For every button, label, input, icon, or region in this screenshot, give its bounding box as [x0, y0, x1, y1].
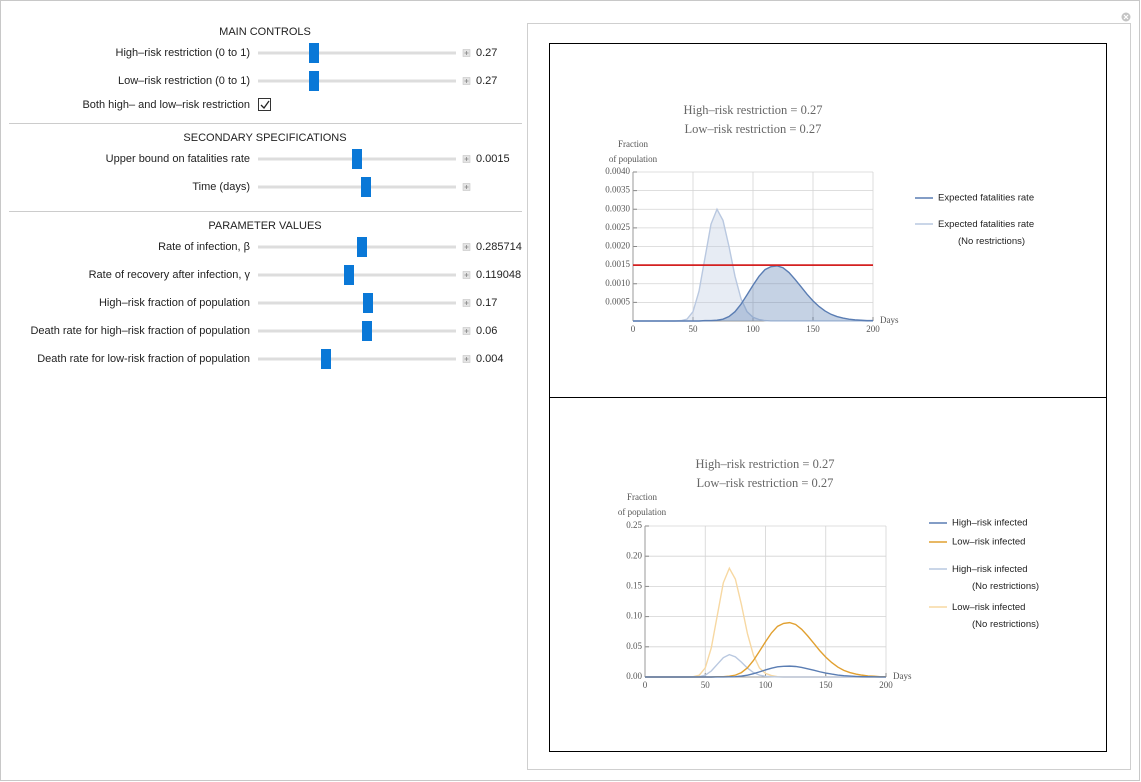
slider-thumb[interactable]	[309, 43, 319, 63]
x-tick-label: 200	[866, 324, 880, 334]
x-tick-label: 50	[701, 680, 711, 690]
y-axis-label: Fraction	[627, 492, 657, 502]
slider-thumb[interactable]	[344, 265, 354, 285]
legend-label: High–risk infected (No restrictions)	[952, 564, 1039, 592]
x-axis-label: Days	[893, 671, 912, 681]
control-value: 0.285714	[476, 241, 522, 253]
slider-thumb[interactable]	[352, 149, 362, 169]
control-value: 0.119048	[476, 269, 521, 281]
legend-label: Expected fatalities rate (No restrictions…	[938, 219, 1034, 247]
x-tick-label: 150	[819, 680, 833, 690]
y-tick-label: 0.0030	[605, 203, 630, 213]
control-value: 0.0015	[476, 153, 510, 165]
expand-icon	[464, 357, 469, 361]
legend-label: Expected fatalities rate	[938, 193, 1034, 204]
expand-icon	[464, 245, 469, 249]
legend-label: Low–risk infected	[952, 537, 1025, 548]
y-tick-label: 0.10	[626, 611, 642, 621]
legend-label-line: (No restrictions)	[958, 236, 1025, 247]
y-tick-label: 0.0005	[605, 296, 630, 306]
slider-thumb[interactable]	[357, 237, 367, 257]
control-value: 0.06	[476, 325, 497, 337]
x-tick-label: 150	[806, 324, 820, 334]
slider-thumb[interactable]	[361, 177, 371, 197]
close-icon	[1123, 14, 1129, 20]
control-label: Rate of recovery after infection, γ	[89, 269, 251, 281]
expand-icon	[464, 157, 469, 161]
chart-title: High–risk restriction = 0.27	[696, 457, 835, 471]
legend-label-line: Low–risk infected	[952, 602, 1025, 613]
checkbox[interactable]	[258, 98, 271, 111]
legend-label-line: (No restrictions)	[972, 581, 1039, 592]
y-tick-label: 0.0010	[605, 278, 630, 288]
legend-label-line: Expected fatalities rate	[938, 219, 1034, 230]
control-value: 0.004	[476, 353, 504, 365]
expand-icon	[464, 301, 469, 305]
y-tick-label: 0.05	[626, 641, 642, 651]
legend-label-line: High–risk infected	[952, 564, 1028, 575]
series-line	[633, 265, 873, 322]
y-axis-label: of population	[609, 154, 658, 164]
y-tick-label: 0.0035	[605, 185, 630, 195]
expand-icon	[464, 329, 469, 333]
chart-title: Low–risk restriction = 0.27	[697, 476, 834, 490]
control-label: Both high– and low–risk restriction	[82, 99, 250, 111]
y-tick-label: 0.15	[626, 580, 642, 590]
expand-icon	[464, 273, 469, 277]
legend-label: Low–risk infected (No restrictions)	[952, 602, 1039, 630]
expand-icon	[464, 79, 469, 83]
x-tick-label: 50	[689, 324, 699, 334]
legend-label-line: (No restrictions)	[972, 619, 1039, 630]
chart-title: High–risk restriction = 0.27	[684, 103, 823, 117]
section-title: MAIN CONTROLS	[219, 26, 311, 38]
control-label: Rate of infection, β	[158, 241, 250, 253]
section-title: SECONDARY SPECIFICATIONS	[183, 132, 346, 144]
control-value: 0.27	[476, 47, 497, 59]
x-tick-label: 100	[746, 324, 760, 334]
control-label: Death rate for high–risk fraction of pop…	[30, 325, 250, 337]
x-axis-label: Days	[880, 315, 899, 325]
control-value: 0.27	[476, 75, 497, 87]
area	[633, 265, 873, 321]
x-tick-label: 100	[759, 680, 773, 690]
y-tick-label: 0.0040	[605, 166, 630, 176]
control-label: Upper bound on fatalities rate	[106, 153, 250, 165]
y-tick-label: 0.0025	[605, 222, 630, 232]
control-value: 0.17	[476, 297, 497, 309]
control-label: Low–risk restriction (0 to 1)	[118, 75, 250, 87]
slider-thumb[interactable]	[362, 321, 372, 341]
control-label: High–risk fraction of population	[99, 297, 250, 309]
control-label: Time (days)	[192, 181, 250, 193]
chart-title: Low–risk restriction = 0.27	[685, 122, 822, 136]
y-tick-label: 0.0015	[605, 259, 630, 269]
y-axis-label: of population	[618, 507, 667, 517]
control-label: Death rate for low-risk fraction of popu…	[37, 353, 250, 365]
slider-thumb[interactable]	[321, 349, 331, 369]
y-tick-label: 0.25	[626, 520, 642, 530]
y-tick-label: 0.00	[626, 671, 642, 681]
x-tick-label: 0	[643, 680, 648, 690]
control-label: High–risk restriction (0 to 1)	[116, 47, 251, 59]
y-tick-label: 0.20	[626, 550, 642, 560]
series-line	[645, 665, 886, 678]
x-tick-label: 0	[631, 324, 636, 334]
checkmark	[260, 100, 270, 110]
expand-icon	[464, 185, 469, 189]
y-tick-label: 0.0020	[605, 241, 630, 251]
legend-label: High–risk infected	[952, 518, 1028, 529]
slider-thumb[interactable]	[363, 293, 373, 313]
expand-icon	[464, 51, 469, 55]
slider-thumb[interactable]	[309, 71, 319, 91]
x-tick-label: 200	[879, 680, 893, 690]
section-title: PARAMETER VALUES	[208, 220, 321, 232]
y-axis-label: Fraction	[618, 139, 648, 149]
